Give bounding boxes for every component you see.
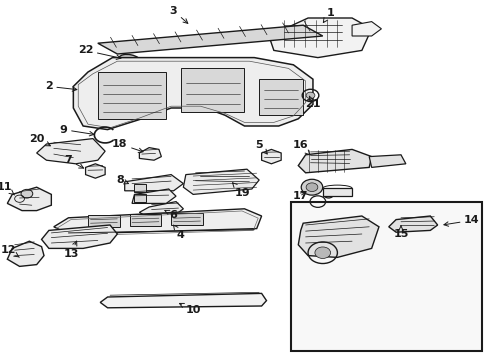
Polygon shape	[298, 149, 371, 173]
Polygon shape	[85, 164, 105, 178]
Text: 20: 20	[29, 134, 50, 146]
Polygon shape	[73, 58, 312, 130]
Text: 13: 13	[63, 241, 79, 259]
Text: 10: 10	[179, 303, 201, 315]
Polygon shape	[98, 25, 322, 54]
Text: 8: 8	[116, 175, 128, 185]
Text: 18: 18	[112, 139, 143, 153]
Text: 11: 11	[0, 182, 15, 195]
Circle shape	[314, 247, 330, 258]
Text: 2: 2	[45, 81, 77, 91]
Polygon shape	[124, 175, 183, 191]
Polygon shape	[368, 155, 405, 167]
Bar	[134, 194, 146, 202]
Ellipse shape	[119, 54, 140, 64]
Text: 15: 15	[392, 226, 408, 239]
Polygon shape	[132, 189, 176, 203]
Text: 7: 7	[64, 155, 83, 168]
Circle shape	[305, 183, 317, 192]
Text: 1: 1	[323, 8, 333, 23]
Polygon shape	[7, 241, 44, 266]
Text: 21: 21	[305, 96, 320, 109]
Polygon shape	[351, 22, 381, 36]
Polygon shape	[54, 209, 261, 234]
Polygon shape	[139, 202, 183, 218]
Circle shape	[21, 189, 33, 198]
Bar	[181, 68, 244, 112]
Text: 14: 14	[443, 215, 479, 226]
Text: 4: 4	[173, 225, 184, 240]
Polygon shape	[183, 169, 259, 194]
Polygon shape	[268, 18, 371, 58]
Text: 5: 5	[255, 140, 267, 154]
Bar	[88, 215, 120, 227]
Circle shape	[305, 92, 314, 99]
Bar	[290, 202, 481, 351]
Polygon shape	[388, 216, 437, 232]
Text: 22: 22	[78, 45, 121, 59]
Bar	[129, 214, 161, 226]
Text: 3: 3	[169, 6, 187, 23]
Bar	[322, 188, 351, 196]
Polygon shape	[261, 149, 281, 164]
Bar	[171, 213, 203, 225]
Text: 16: 16	[292, 140, 309, 155]
Bar	[134, 184, 146, 192]
Polygon shape	[41, 225, 117, 248]
Text: 6: 6	[164, 210, 177, 220]
Polygon shape	[139, 148, 161, 160]
Polygon shape	[298, 216, 378, 257]
Circle shape	[301, 179, 322, 195]
Circle shape	[323, 191, 333, 198]
Bar	[259, 79, 303, 115]
Text: 12: 12	[1, 245, 20, 257]
Text: 9: 9	[60, 125, 94, 136]
Polygon shape	[100, 293, 266, 308]
Text: 19: 19	[232, 183, 249, 198]
Text: 17: 17	[292, 191, 308, 201]
Bar	[98, 72, 166, 119]
Polygon shape	[7, 187, 51, 211]
Polygon shape	[37, 139, 105, 164]
